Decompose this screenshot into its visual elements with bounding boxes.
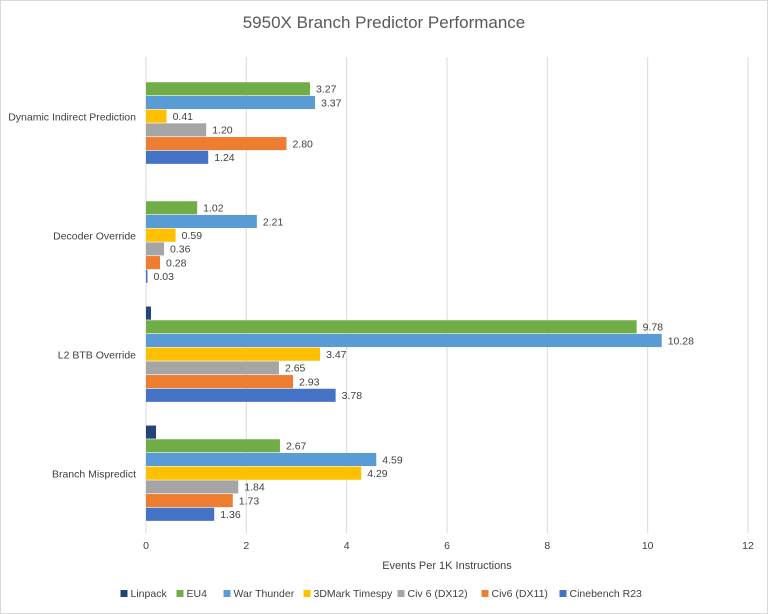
- data-label: 3.78: [342, 390, 363, 402]
- data-label: 2.67: [286, 441, 307, 453]
- legend-label: Civ 6 (DX12): [408, 588, 468, 600]
- x-tick-label: 2: [243, 540, 249, 552]
- legend-label: Linpack: [131, 588, 168, 600]
- bar-war-thunder: [146, 214, 257, 229]
- data-label: 2.65: [285, 363, 306, 375]
- bar-civ6-dx11-: [146, 375, 293, 389]
- category-label: L2 BTB Override: [58, 350, 136, 362]
- legend-swatch: [176, 590, 184, 597]
- legend-swatch: [397, 590, 405, 597]
- data-label: 10.28: [668, 335, 694, 347]
- bar-cinebench-r23: [146, 150, 209, 164]
- data-label: 2.93: [299, 376, 320, 388]
- legend-label: EU4: [187, 588, 208, 600]
- bar-war-thunder: [146, 333, 662, 348]
- bar-linpack: [146, 425, 157, 439]
- gridlines: [145, 57, 749, 533]
- data-labels: 3.273.37 0.41 1.20 2.80 1.24 1.02 2.21 0.59 0.36…: [154, 84, 695, 521]
- category-label: Dynamic Indirect Prediction: [8, 112, 136, 124]
- data-label: 0.41: [173, 111, 194, 123]
- bar-3dmark-timespy: [146, 347, 321, 361]
- legend-item-3dmark-timespy[interactable]: 3DMark Timespy: [303, 588, 394, 600]
- data-label: 2.80: [292, 138, 313, 150]
- legend-label: War Thunder: [234, 588, 295, 600]
- legend-item-cinebench-r23[interactable]: Cinebench R23: [559, 588, 643, 600]
- bar-cinebench-r23: [146, 388, 336, 402]
- data-label: 3.37: [321, 97, 342, 109]
- bar-civ-6-dx12-: [146, 242, 165, 256]
- bar-3dmark-timespy: [146, 228, 176, 242]
- data-label: 0.28: [166, 257, 187, 269]
- legend-label: Civ6 (DX11): [492, 588, 548, 600]
- x-tick-labels: 0 2 4 6 8 10 12: [143, 540, 754, 552]
- data-label: 4.29: [367, 468, 388, 480]
- bar-cinebench-r23: [146, 269, 148, 283]
- legend-item-civ6-dx11-[interactable]: Civ6 (DX11): [481, 588, 548, 600]
- legend-swatch: [559, 590, 567, 597]
- legend-swatch: [303, 590, 311, 597]
- data-label: 9.78: [643, 322, 664, 334]
- bar-eu4: [146, 439, 280, 453]
- data-label: 1.36: [220, 509, 241, 521]
- bar-eu4: [146, 201, 198, 215]
- data-label: 1.73: [239, 495, 260, 507]
- bar-civ-6-dx12-: [146, 480, 239, 494]
- bars: [146, 82, 662, 521]
- legend-swatch: [120, 590, 128, 597]
- legend-swatch: [223, 590, 231, 597]
- x-axis-title: Events Per 1K Instructions: [382, 560, 512, 572]
- bar-cinebench-r23: [146, 507, 215, 521]
- chart-title: 5950X Branch Predictor Performance: [243, 13, 526, 32]
- bar-civ-6-dx12-: [146, 123, 207, 137]
- bar-3dmark-timespy: [146, 466, 362, 480]
- bar-eu4: [146, 320, 637, 334]
- data-label: 1.84: [244, 482, 265, 494]
- x-tick-label: 4: [344, 540, 350, 552]
- legend-label: Cinebench R23: [570, 588, 643, 600]
- data-label: 0.36: [170, 244, 191, 256]
- bar-civ6-dx11-: [146, 494, 233, 508]
- bar-civ6-dx11-: [146, 256, 161, 270]
- data-label: 1.20: [212, 125, 233, 137]
- category-labels: Dynamic Indirect Prediction Decoder Overr…: [8, 112, 136, 481]
- legend-item-war-thunder[interactable]: War Thunder: [223, 588, 295, 600]
- data-label: 0.59: [182, 230, 203, 242]
- bar-3dmark-timespy: [146, 109, 167, 123]
- legend-item-linpack[interactable]: Linpack: [120, 588, 168, 600]
- data-label: 3.47: [326, 349, 347, 361]
- bar-war-thunder: [146, 452, 377, 467]
- data-label: 1.24: [214, 152, 235, 164]
- x-tick-label: 6: [444, 540, 450, 552]
- category-label: Branch Mispredict: [52, 469, 136, 481]
- data-label: 2.21: [263, 216, 284, 228]
- data-label: 4.59: [382, 454, 403, 466]
- bar-war-thunder: [146, 95, 316, 110]
- legend-item-eu4[interactable]: EU4: [176, 588, 208, 600]
- legend[interactable]: Linpack EU4 War Thunder 3DMark Timespy Civ 6…: [120, 588, 643, 600]
- x-tick-label: 8: [544, 540, 550, 552]
- legend-item-civ-6-dx12-[interactable]: Civ 6 (DX12): [397, 588, 468, 600]
- legend-label: 3DMark Timespy: [314, 588, 394, 600]
- bar-linpack: [146, 306, 152, 320]
- x-tick-label: 12: [742, 540, 754, 552]
- data-label: 3.27: [316, 84, 337, 96]
- x-tick-label: 0: [143, 540, 149, 552]
- bar-civ6-dx11-: [146, 137, 287, 151]
- data-label: 0.03: [154, 271, 175, 283]
- bar-civ-6-dx12-: [146, 361, 279, 375]
- bar-eu4: [146, 82, 311, 96]
- legend-swatch: [481, 590, 489, 597]
- x-tick-label: 10: [642, 540, 654, 552]
- data-label: 1.02: [203, 203, 224, 215]
- category-label: Decoder Override: [53, 231, 136, 243]
